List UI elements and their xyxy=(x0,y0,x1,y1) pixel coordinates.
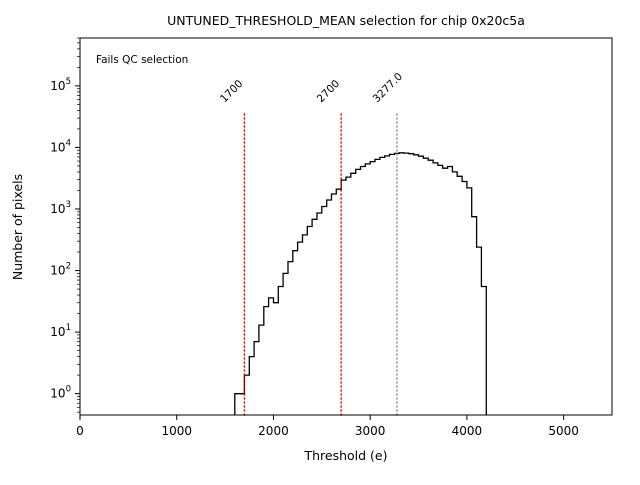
chart-title: UNTUNED_THRESHOLD_MEAN selection for chi… xyxy=(167,13,525,28)
axes-frame xyxy=(79,37,613,416)
y-axis-label: Number of pixels xyxy=(10,174,25,280)
x-axis-label: Threshold (e) xyxy=(303,448,387,463)
histogram-series xyxy=(234,152,487,415)
fails-qc-annotation: Fails QC selection xyxy=(96,54,188,66)
x-tick-label: 5000 xyxy=(548,424,579,438)
histogram-step-line xyxy=(234,152,487,415)
x-tick-label: 2000 xyxy=(258,424,289,438)
x-tick-label: 4000 xyxy=(452,424,483,438)
x-tick-label: 1000 xyxy=(161,424,192,438)
x-tick-label: 0 xyxy=(76,424,84,438)
x-tick-label: 3000 xyxy=(355,424,386,438)
plot-area xyxy=(80,38,612,415)
x-axis: 0 1000 2000 3000 4000 5000 xyxy=(76,415,579,438)
